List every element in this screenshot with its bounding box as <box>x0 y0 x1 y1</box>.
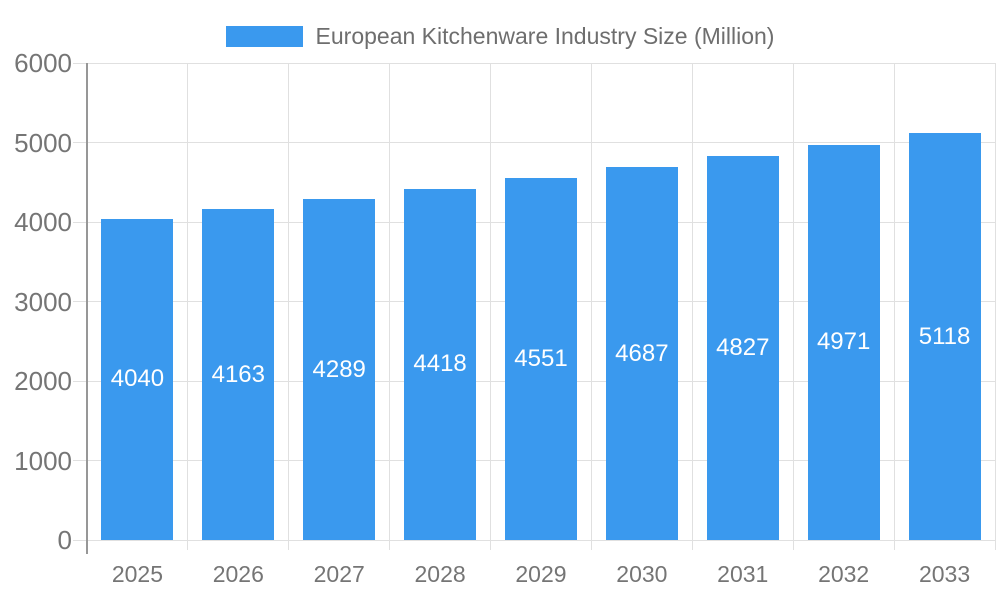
y-axis-label: 3000 <box>14 286 72 317</box>
x-axis-label: 2030 <box>616 561 668 587</box>
x-gridline <box>187 63 189 550</box>
y-axis-line <box>86 63 88 554</box>
bar[interactable] <box>505 178 577 540</box>
bar-value-label: 4289 <box>312 355 366 383</box>
x-gridline <box>490 63 492 550</box>
bar-value-label: 4040 <box>110 365 165 393</box>
y-axis-label: 0 <box>57 525 72 555</box>
bar-value-label: 4827 <box>716 334 770 362</box>
bar[interactable] <box>404 188 477 540</box>
x-gridline <box>691 63 693 550</box>
bar[interactable] <box>202 209 275 540</box>
x-gridline <box>994 63 996 550</box>
x-axis-label: 2033 <box>918 561 971 587</box>
bar[interactable] <box>303 199 376 540</box>
x-gridline <box>389 63 391 550</box>
legend-swatch-icon <box>225 25 303 47</box>
y-gridline <box>73 62 995 64</box>
legend[interactable]: European Kitchenware Industry Size (Mill… <box>0 23 1000 49</box>
x-axis-label: 2028 <box>414 561 466 587</box>
x-gridline <box>288 63 290 550</box>
x-axis-label: 2031 <box>717 561 769 587</box>
bar[interactable] <box>605 167 678 540</box>
bar[interactable] <box>706 156 779 540</box>
x-gridline <box>590 63 592 550</box>
x-axis-label: 2032 <box>818 561 870 587</box>
y-axis-label: 2000 <box>14 366 72 396</box>
y-gridline <box>73 142 995 143</box>
x-axis-label: 2029 <box>515 561 567 587</box>
bar-value-label: 4551 <box>514 345 568 373</box>
bar[interactable] <box>807 144 880 540</box>
bar-value-label: 4687 <box>615 339 669 367</box>
bar[interactable] <box>908 133 981 540</box>
bar-value-label: 4971 <box>816 328 871 356</box>
y-axis-label: 5000 <box>14 127 72 158</box>
legend-label: European Kitchenware Industry Size (Mill… <box>315 23 775 49</box>
x-gridline <box>792 63 794 550</box>
bar-value-label: 4418 <box>413 350 467 378</box>
y-axis-label: 6000 <box>14 48 72 78</box>
bar-value-label: 4163 <box>211 360 265 388</box>
y-axis-label: 4000 <box>14 207 72 237</box>
x-axis-label: 2027 <box>313 561 365 587</box>
x-axis-label: 2026 <box>212 561 264 587</box>
x-gridline <box>893 63 895 550</box>
bar[interactable] <box>101 218 174 540</box>
x-axis-label: 2025 <box>111 561 164 587</box>
bar-value-label: 5118 <box>918 322 971 350</box>
y-gridline <box>73 539 995 541</box>
y-axis-label: 1000 <box>14 445 72 476</box>
